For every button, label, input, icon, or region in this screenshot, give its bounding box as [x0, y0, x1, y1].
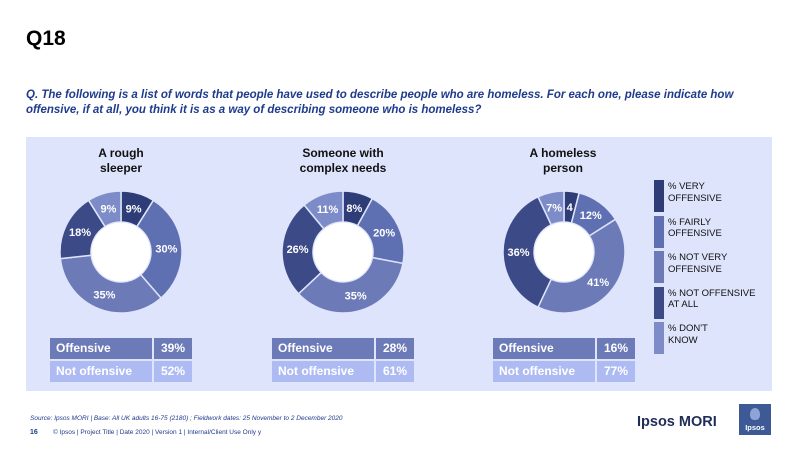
slice-dont-know — [303, 190, 344, 230]
legend-item-very-offensive: % VERY OFFENSIVE — [654, 180, 772, 212]
slice-label-fairly-offensive: 20% — [373, 228, 395, 240]
summary-table-rough-sleeper: Offensive 39% Not offensive 52% — [50, 338, 192, 384]
page-number: 16 — [30, 429, 38, 436]
slice-label-dont-know: 9% — [100, 203, 116, 215]
slice-label-very-offensive: 4 — [567, 202, 574, 214]
not-offensive-value: 77% — [597, 361, 635, 382]
legend-swatch — [654, 322, 664, 354]
legend-item-dont-know: % DON'T KNOW — [654, 322, 772, 354]
donut-hole — [313, 222, 373, 282]
chart-title-homeless-person: A homeless person — [529, 146, 597, 175]
slice-label-very-offensive: 9% — [126, 203, 142, 215]
slice-label-not-offensive-at-all: 26% — [287, 244, 309, 256]
slice-label-dont-know: 11% — [317, 204, 339, 216]
not-offensive-label: Not offensive — [50, 361, 152, 382]
offensive-row: Offensive 28% — [272, 338, 414, 359]
logo-mark-icon — [750, 408, 760, 420]
not-offensive-value: 61% — [376, 361, 414, 382]
not-offensive-row: Not offensive 77% — [493, 361, 635, 382]
chart-title-complex-needs: Someone with complex needs — [299, 146, 387, 175]
slice-not-offensive-at-all — [502, 195, 553, 309]
legend-item-fairly-offensive: % FAIRLY OFFENSIVE — [654, 215, 772, 248]
ipsos-logo: Ipsos — [739, 404, 771, 435]
offensive-row: Offensive 16% — [493, 338, 635, 359]
slice-label-fairly-offensive: 30% — [155, 243, 177, 255]
slice-dont-know — [87, 190, 122, 228]
slice-label-fairly-offensive: 12% — [580, 210, 602, 222]
donut-hole — [534, 222, 594, 282]
slice-fairly-offensive — [135, 199, 183, 300]
not-offensive-label: Not offensive — [493, 361, 595, 382]
donut-chart-homeless-person: 4 12% 41% 36% 7% — [502, 190, 626, 314]
legend-swatch — [654, 286, 664, 319]
legend-label: % NOT OFFENSIVE AT ALL — [668, 287, 756, 311]
not-offensive-row: Not offensive 61% — [272, 361, 414, 382]
legend-item-not-very-offensive: % NOT VERY OFFENSIVE — [654, 251, 772, 283]
summary-table-complex-needs: Offensive 28% Not offensive 61% — [272, 338, 414, 384]
donut-chart-complex-needs: 8% 20% 35% 26% 11% — [281, 190, 405, 314]
legend-item-not-offensive-at-all: % NOT OFFENSIVE AT ALL — [654, 286, 772, 319]
slice-label-not-offensive-at-all: 18% — [69, 227, 91, 239]
chart-title-rough-sleeper: A rough sleeper — [98, 146, 144, 175]
legend-label: % DON'T KNOW — [668, 323, 708, 346]
offensive-label: Offensive — [272, 338, 374, 359]
offensive-row: Offensive 39% — [50, 338, 192, 359]
chart-legend: % VERY OFFENSIVE % FAIRLY OFFENSIVE % NOT … — [654, 180, 772, 358]
summary-table-homeless-person: Offensive 16% Not offensive 77% — [493, 338, 635, 384]
not-offensive-value: 52% — [154, 361, 192, 382]
slice-not-offensive-at-all — [281, 203, 325, 295]
donut-chart-rough-sleeper: 9% 30% 35% 18% 9% — [59, 190, 183, 314]
slice-dont-know — [537, 190, 565, 226]
slice-label-dont-know: 7% — [546, 203, 562, 215]
not-offensive-label: Not offensive — [272, 361, 374, 382]
slice-label-not-very-offensive: 41% — [587, 277, 609, 289]
offensive-value: 39% — [154, 338, 192, 359]
slide-title: Q18 — [26, 27, 66, 50]
legend-swatch — [654, 180, 664, 212]
legend-label: % NOT VERY OFFENSIVE — [668, 252, 728, 275]
offensive-label: Offensive — [50, 338, 152, 359]
logo-text: Ipsos — [745, 423, 765, 432]
source-note: Source: Ipsos MORI | Base: All UK adults… — [30, 415, 343, 422]
slice-not-very-offensive — [297, 256, 404, 314]
offensive-label: Offensive — [493, 338, 595, 359]
legend-swatch — [654, 251, 664, 283]
question-text: Q. The following is a list of words that… — [26, 89, 734, 116]
brand-name: Ipsos MORI — [637, 414, 717, 430]
footer-text: © Ipsos | Project Title | Date 2020 | Ve… — [53, 429, 262, 436]
slice-not-very-offensive — [59, 254, 163, 314]
slice-label-very-offensive: 8% — [346, 203, 362, 215]
slice-label-not-offensive-at-all: 36% — [507, 247, 529, 259]
slice-label-not-very-offensive: 35% — [93, 289, 115, 301]
legend-swatch — [654, 215, 664, 248]
slice-not-very-offensive — [537, 218, 626, 314]
offensive-value: 28% — [376, 338, 414, 359]
legend-label: % FAIRLY OFFENSIVE — [668, 216, 722, 240]
legend-label: % VERY OFFENSIVE — [668, 181, 722, 204]
slice-label-not-very-offensive: 35% — [345, 291, 367, 303]
offensive-value: 16% — [597, 338, 635, 359]
not-offensive-row: Not offensive 52% — [50, 361, 192, 382]
donut-hole — [91, 222, 151, 282]
